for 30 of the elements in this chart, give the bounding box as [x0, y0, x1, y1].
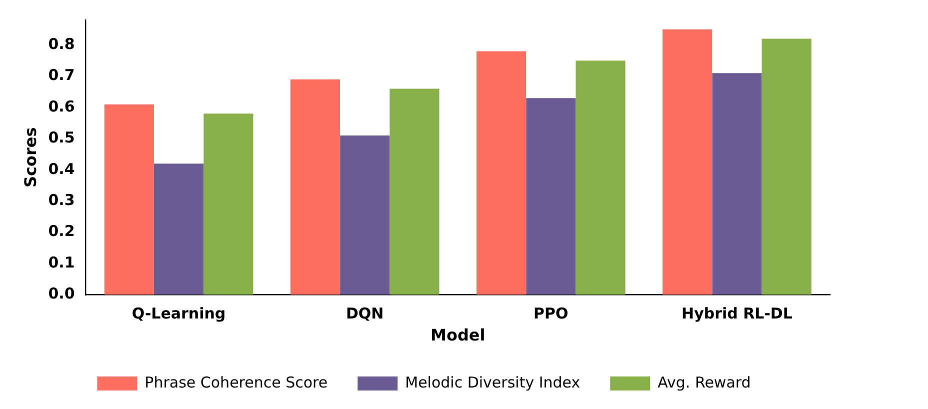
- bar: [340, 136, 390, 295]
- y-tick-label: 0.2: [48, 222, 75, 240]
- bar: [662, 29, 712, 295]
- legend-label: Melodic Diversity Index: [405, 373, 580, 392]
- y-tick-label: 0.7: [48, 66, 75, 84]
- y-tick-label: 0.5: [48, 128, 75, 147]
- y-axis-title: Scores: [20, 127, 40, 188]
- bar: [290, 79, 340, 295]
- bar: [204, 114, 254, 295]
- bar: [526, 98, 576, 295]
- bar: [576, 60, 626, 295]
- y-tick-label: 0.3: [48, 191, 75, 210]
- bar: [390, 88, 440, 295]
- x-axis-title: Model: [430, 326, 486, 345]
- bar: [104, 104, 154, 295]
- bar: [712, 73, 762, 295]
- x-tick-label: Q-Learning: [132, 304, 226, 323]
- x-tick-label: DQN: [346, 304, 384, 323]
- y-tick-label: 0.0: [48, 284, 75, 303]
- bar: [154, 164, 204, 295]
- legend-label: Avg. Reward: [658, 373, 751, 392]
- y-tick-label: 0.8: [48, 34, 75, 53]
- bar: [476, 51, 526, 295]
- x-tick-label: PPO: [534, 304, 568, 323]
- y-tick-label: 0.4: [48, 160, 75, 178]
- y-tick-label: 0.6: [48, 97, 75, 116]
- legend-label: Phrase Coherence Score: [144, 373, 328, 392]
- y-tick-label: 0.1: [48, 253, 75, 272]
- bar: [762, 38, 812, 295]
- x-tick-label: Hybrid RL-DL: [682, 304, 793, 323]
